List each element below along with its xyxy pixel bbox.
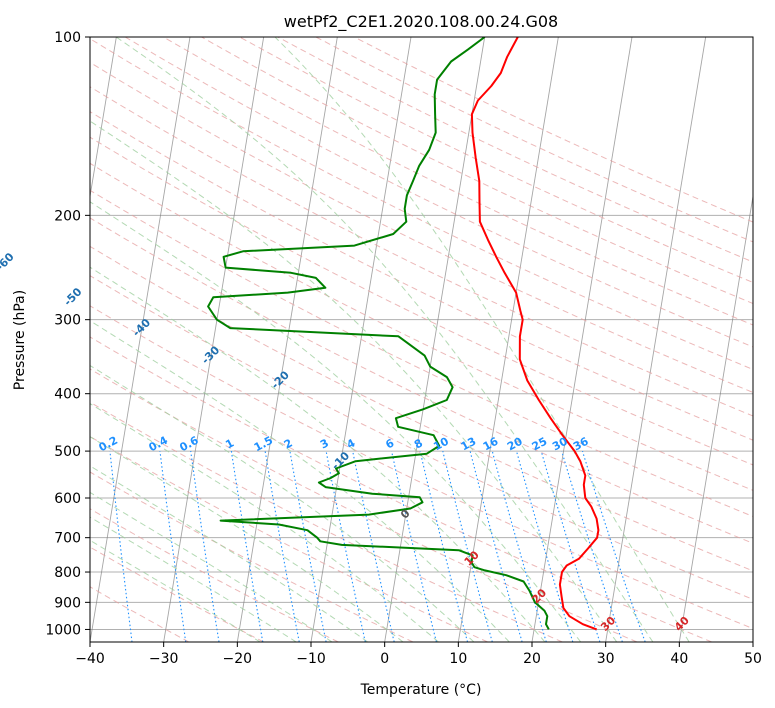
x-tick-label: −20 bbox=[223, 651, 253, 667]
profile-series bbox=[207, 37, 600, 631]
chart-title: wetPf2_C2E1.2020.108.00.24.G08 bbox=[284, 12, 558, 32]
isotherm-lines bbox=[90, 37, 753, 642]
isotherm-line bbox=[531, 37, 633, 642]
moist-adiabat-line bbox=[90, 403, 439, 642]
isotherm-line bbox=[236, 37, 338, 642]
moist-adiabat-line bbox=[90, 266, 546, 642]
y-axis-label: Pressure (hPa) bbox=[12, 290, 28, 390]
x-tick-label: 0 bbox=[380, 651, 389, 667]
mixing-ratio-line bbox=[581, 450, 646, 642]
mixing-ratio-label: 20 bbox=[505, 435, 525, 454]
mixing-ratio-line bbox=[515, 450, 574, 642]
x-axis-label: Temperature (°C) bbox=[360, 682, 482, 698]
x-tick-label: 40 bbox=[670, 651, 688, 667]
dry-adiabat-line bbox=[90, 86, 753, 417]
moist-adiabat-line bbox=[90, 436, 404, 642]
dry-adiabat-line bbox=[90, 189, 753, 517]
mixing-ratio-line bbox=[419, 450, 469, 642]
moist-adiabat-line bbox=[115, 37, 654, 642]
profile-line bbox=[470, 37, 600, 631]
mixing-ratio-label: 36 bbox=[571, 435, 591, 454]
dry-adiabat-lines bbox=[90, 37, 753, 642]
y-tick-label: 400 bbox=[54, 387, 81, 403]
mixing-ratio-line bbox=[540, 450, 601, 642]
dry-adiabat-line bbox=[124, 37, 753, 348]
isotherm-line bbox=[90, 37, 117, 200]
x-tick-label: −30 bbox=[149, 651, 179, 667]
mixing-ratio-line bbox=[469, 450, 523, 642]
y-tick-label: 100 bbox=[54, 30, 81, 46]
mixing-ratio-label: 25 bbox=[530, 435, 550, 454]
y-tick-label: 700 bbox=[54, 531, 81, 547]
moist-adiabat-line bbox=[90, 364, 475, 642]
mixing-ratio-line bbox=[159, 451, 187, 642]
mixing-ratio-line bbox=[561, 450, 623, 642]
x-tick-label: −40 bbox=[75, 651, 105, 667]
dry-adiabat-line bbox=[90, 368, 638, 642]
mixing-ratio-line bbox=[325, 450, 366, 642]
x-tick-label: 20 bbox=[523, 651, 541, 667]
x-tick-label: 50 bbox=[744, 651, 762, 667]
dry-adiabat-line bbox=[90, 471, 414, 642]
isotherm-line bbox=[90, 37, 191, 642]
x-axis-ticks: −40 −30 −20 −10 0 10 20 30 40 50 bbox=[75, 642, 762, 667]
mixing-ratio-line bbox=[390, 450, 437, 642]
mixing-ratio-line bbox=[352, 450, 395, 642]
mixing-ratio-line bbox=[491, 450, 547, 642]
x-tick-label: −10 bbox=[296, 651, 326, 667]
mixing-ratio-lines bbox=[109, 450, 646, 642]
mixing-ratio-label: 13 bbox=[459, 435, 479, 454]
y-tick-label: 600 bbox=[54, 491, 81, 507]
dry-adiabat-line bbox=[90, 401, 563, 642]
mixing-ratio-label: 16 bbox=[481, 435, 501, 454]
plot-area bbox=[90, 37, 753, 642]
isotherm-line bbox=[605, 37, 707, 642]
isotherm-line bbox=[457, 37, 559, 642]
mixing-ratio-line bbox=[289, 451, 327, 642]
isotherm-line bbox=[163, 37, 265, 642]
profile-line bbox=[207, 37, 550, 630]
moist-adiabat-line bbox=[90, 320, 510, 642]
mixing-ratio-label: 10 bbox=[431, 435, 451, 454]
y-tick-label: 200 bbox=[54, 208, 81, 224]
y-tick-label: 800 bbox=[54, 565, 81, 581]
y-axis-ticks: 100 200 300 400 500 600 700 800 900 1000 bbox=[45, 30, 90, 638]
dry-adiabat-line bbox=[90, 275, 753, 600]
dry-adiabat-line bbox=[163, 37, 753, 326]
dry-adiabat-line bbox=[239, 37, 753, 284]
dry-adiabat-line bbox=[90, 61, 753, 394]
mixing-ratio-line bbox=[442, 450, 493, 642]
moist-adiabat-line bbox=[90, 539, 261, 642]
mixing-ratio-line bbox=[190, 451, 220, 642]
dry-adiabat-line bbox=[90, 435, 488, 642]
dry-adiabat-line bbox=[90, 217, 753, 544]
y-tick-label: 300 bbox=[54, 313, 81, 329]
isotherm-line bbox=[384, 37, 486, 642]
y-tick-label: 1000 bbox=[45, 622, 81, 638]
mixing-ratio-line bbox=[109, 451, 133, 642]
moist-adiabat-line bbox=[90, 465, 368, 642]
moist-adiabat-line bbox=[274, 37, 690, 642]
dry-adiabat-line bbox=[90, 305, 753, 630]
x-tick-label: 30 bbox=[597, 651, 615, 667]
dry-adiabat-line bbox=[90, 508, 339, 642]
dry-adiabat-line bbox=[90, 162, 753, 491]
y-tick-label: 900 bbox=[54, 595, 81, 611]
pressure-gridlines bbox=[90, 37, 753, 630]
isotherm-line bbox=[678, 193, 753, 642]
y-tick-label: 500 bbox=[54, 444, 81, 460]
plot-frame bbox=[89, 36, 754, 643]
mixing-ratio-label: 30 bbox=[550, 435, 570, 454]
x-tick-label: 10 bbox=[449, 651, 467, 667]
